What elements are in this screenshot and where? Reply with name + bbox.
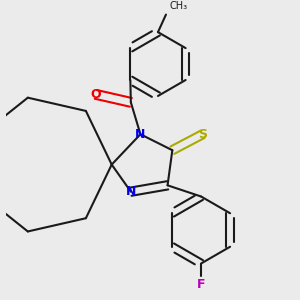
Text: O: O <box>90 88 101 101</box>
Text: N: N <box>126 185 136 198</box>
Text: N: N <box>135 128 146 141</box>
Text: S: S <box>198 128 207 141</box>
Text: CH₃: CH₃ <box>169 2 187 11</box>
Text: F: F <box>197 278 205 291</box>
